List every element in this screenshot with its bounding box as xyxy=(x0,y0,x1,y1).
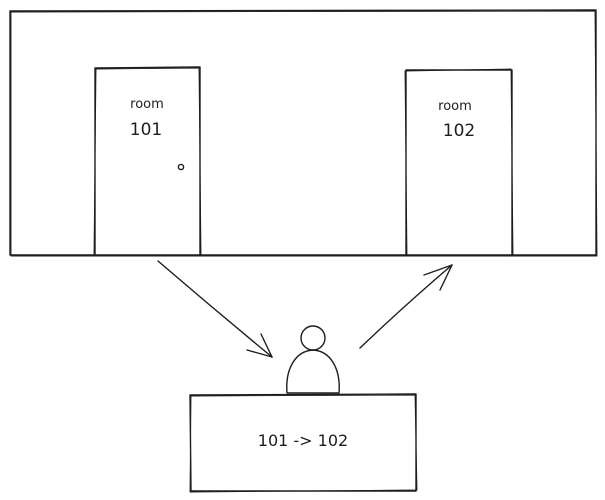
door-label-word: room xyxy=(438,99,472,114)
door-label-number: 102 xyxy=(443,121,475,141)
door-label-number: 101 xyxy=(130,120,162,140)
arrow-door-101-to-person xyxy=(157,260,273,358)
desk: 101 -> 102 xyxy=(189,393,418,493)
door-knob xyxy=(177,163,185,171)
door-room-101: room 101 xyxy=(93,66,202,257)
door-label-word: room xyxy=(130,97,164,112)
person-icon xyxy=(286,325,340,394)
arrow-person-to-door-102 xyxy=(359,264,453,349)
wall xyxy=(9,9,598,257)
desk-label: 101 -> 102 xyxy=(258,431,348,450)
door-room-102: room 102 xyxy=(404,68,514,257)
